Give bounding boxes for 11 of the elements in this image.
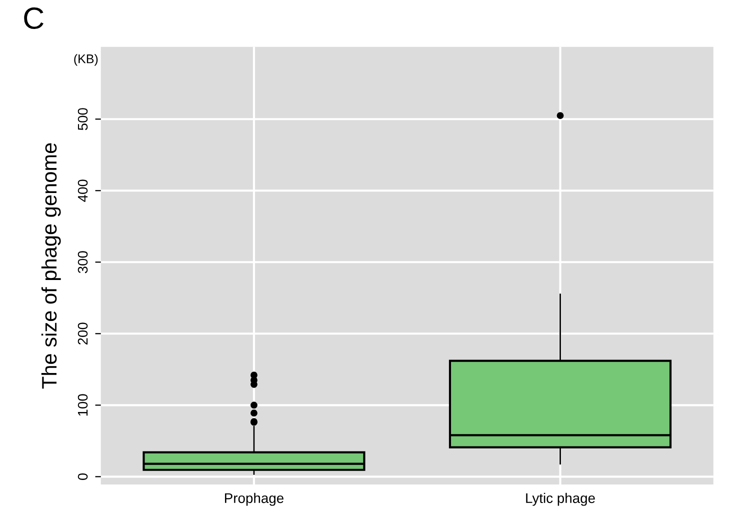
y-tick-label: 0 [78, 473, 88, 480]
text: (KB) [74, 54, 98, 66]
x-tick-label: Prophage [225, 492, 284, 506]
y-tick-label: 400 [78, 180, 88, 202]
text: C [24, 7, 44, 30]
y-tick-label: 500 [78, 108, 88, 130]
y-tick-label: 300 [78, 251, 88, 274]
y-tick-label: 200 [78, 322, 88, 345]
y-tick-label: 100 [78, 394, 88, 416]
y-axis-title: The size of phage genome [41, 143, 61, 389]
x-tick-label: Lytic phage [526, 492, 595, 506]
